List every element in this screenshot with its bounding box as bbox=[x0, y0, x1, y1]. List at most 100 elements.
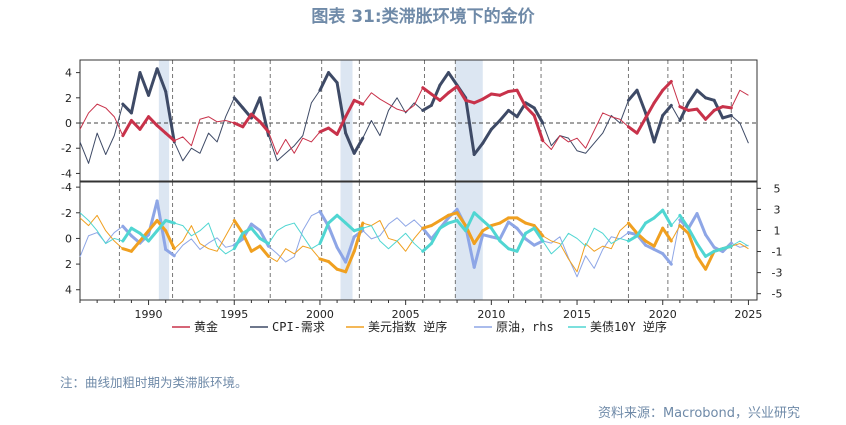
bottom-panel-frame bbox=[79, 181, 758, 301]
usd-series-bold-segment bbox=[704, 249, 716, 271]
cpi-series-bold-segment bbox=[138, 71, 151, 97]
usd-series-bold-segment bbox=[644, 239, 656, 248]
usd-series-bold-segment bbox=[686, 231, 699, 258]
ust10y-series-bold-segment bbox=[455, 218, 468, 233]
x-axis: 1990 1995 2000 2005 2010 2015 2020 2025 bbox=[79, 300, 762, 321]
top-panel-shaded-period bbox=[158, 60, 170, 181]
oil-series-bold-segment bbox=[506, 220, 519, 230]
gold-series-bold-segment bbox=[318, 126, 331, 134]
gold-series-bold-segment bbox=[241, 112, 253, 129]
oil-series-bold-segment bbox=[164, 247, 176, 258]
cpi-series-bold-segment bbox=[464, 96, 476, 157]
cpi-series-bold-segment bbox=[686, 88, 699, 105]
cpi-series-bold-segment bbox=[164, 90, 176, 144]
footnote: 注：曲线加粗时期为类滞胀环境。 bbox=[60, 375, 248, 390]
cpi-series-bold-segment bbox=[155, 67, 168, 94]
ust10y-series-bold-segment bbox=[704, 249, 716, 258]
usd-series-bold-segment bbox=[429, 218, 442, 228]
usd-series-bold-segment bbox=[438, 213, 450, 222]
ust10y-series-bold-segment bbox=[429, 226, 442, 246]
gold-series-bold-segment bbox=[249, 112, 262, 124]
gold-series-bold-segment bbox=[481, 92, 493, 101]
usd-series-bold-segment bbox=[498, 216, 510, 225]
bottom-right-y-tick-label: 3 bbox=[774, 203, 781, 216]
legend-label: CPI-需求 bbox=[272, 320, 325, 334]
oil-series-bold-segment bbox=[421, 226, 433, 241]
oil-series-bold-segment bbox=[121, 224, 133, 238]
gold-series-bold-segment bbox=[258, 120, 271, 134]
cpi-series-bold-segment bbox=[489, 119, 502, 131]
usd-series-bold-segment bbox=[472, 229, 485, 246]
oil-series-bold-segment bbox=[498, 220, 510, 241]
legend-label: 美元指数 逆序 bbox=[368, 319, 447, 334]
ust10y-series-bold-segment bbox=[644, 216, 656, 225]
usd-series-bold-segment bbox=[532, 224, 545, 238]
cpi-series-bold-segment bbox=[421, 103, 433, 112]
bottom-panel: -4 -2 0 2 4 -5 -3 -1 1 3 5 bbox=[61, 181, 782, 301]
bottom-panel-shaded-period bbox=[340, 182, 353, 300]
ust10y-series-bold-segment bbox=[464, 211, 476, 233]
oil-series-bold-segment bbox=[249, 222, 262, 232]
oil-series-bold-segment bbox=[652, 247, 665, 256]
chart-title: 图表 31:类滞胀环境下的金价 bbox=[311, 7, 535, 27]
ust10y-series-bold-segment bbox=[327, 213, 339, 225]
gold-series-bold-segment bbox=[438, 91, 450, 102]
gold-series-bold-segment bbox=[129, 119, 142, 131]
gold-series-bold-segment bbox=[164, 131, 176, 143]
x-tick-label: 2010 bbox=[477, 308, 505, 321]
usd-series-bold-segment bbox=[232, 218, 245, 235]
gold-series-bold-segment bbox=[652, 88, 665, 105]
cpi-series-bold-segment bbox=[318, 71, 331, 92]
oil-series-bold-segment bbox=[704, 233, 716, 249]
ust10y-series-bold-segment bbox=[155, 218, 168, 233]
ust10y-series-bold-segment bbox=[249, 226, 262, 240]
top-panel-frame bbox=[79, 59, 758, 182]
gold-series-bold-segment bbox=[644, 101, 656, 120]
usd-series-bold-segment bbox=[661, 226, 673, 243]
bottom-left-y-tick-label: 0 bbox=[65, 232, 72, 245]
oil-series-bold-segment bbox=[472, 233, 485, 269]
usd-series-bold-segment bbox=[678, 224, 690, 235]
cpi-series-bold-segment bbox=[446, 71, 459, 87]
cpi-series-bold-segment bbox=[652, 113, 665, 144]
usd-series-bold-segment bbox=[249, 244, 262, 253]
ust10y-series-bold-segment bbox=[686, 226, 699, 246]
ust10y-series-bold-segment bbox=[626, 234, 639, 243]
oil-series-bold-segment bbox=[661, 252, 673, 266]
top-y-tick-label: 4 bbox=[65, 67, 72, 80]
gold-series-bold-segment bbox=[515, 88, 528, 109]
bottom-left-y-tick-label: -4 bbox=[61, 181, 72, 194]
ust10y-series-bold-segment bbox=[241, 226, 253, 235]
oil-series-bold-segment bbox=[464, 224, 476, 269]
gold-series-bold-segment bbox=[635, 116, 648, 135]
cpi-series-bold-segment bbox=[481, 127, 493, 145]
cpi-series-bold-segment bbox=[524, 101, 536, 110]
ust10y-series-bold-segment bbox=[695, 242, 708, 258]
usd-series-bold-segment bbox=[455, 211, 468, 228]
cpi-series-bold-segment bbox=[678, 101, 690, 122]
x-tick-label: 2005 bbox=[392, 308, 420, 321]
cpi-series-bold-segment bbox=[498, 108, 510, 122]
cpi-series-bold-segment bbox=[532, 106, 545, 125]
x-tick-label: 2015 bbox=[563, 308, 591, 321]
ust10y-series-bold-segment bbox=[489, 226, 502, 243]
gold-series-bold-segment bbox=[661, 79, 673, 92]
ust10y-series-bold-segment bbox=[164, 218, 176, 225]
cpi-series-bold-segment bbox=[721, 113, 733, 120]
top-panel-shaded-period bbox=[340, 60, 353, 181]
gold-series-bold-segment bbox=[721, 105, 733, 110]
gold-series-bold-segment bbox=[712, 105, 725, 112]
top-y-tick-label: -2 bbox=[61, 142, 72, 155]
oil-series-bold-segment bbox=[644, 243, 656, 251]
ust10y-series-bold-segment bbox=[438, 221, 450, 230]
x-tick-label: 2025 bbox=[734, 308, 762, 321]
bottom-left-y-tick-label: -2 bbox=[61, 207, 72, 220]
ust10y-series-bold-segment bbox=[515, 231, 528, 253]
gold-series-bold-segment bbox=[138, 115, 151, 131]
gold-series-bold-segment bbox=[446, 84, 459, 95]
x-tick-label: 2000 bbox=[306, 308, 334, 321]
oil-series-bold-segment bbox=[335, 245, 348, 264]
ust10y-series-bold-segment bbox=[147, 229, 159, 243]
ust10y-series-bold-segment bbox=[524, 226, 536, 235]
usd-series-bold-segment bbox=[147, 218, 159, 233]
